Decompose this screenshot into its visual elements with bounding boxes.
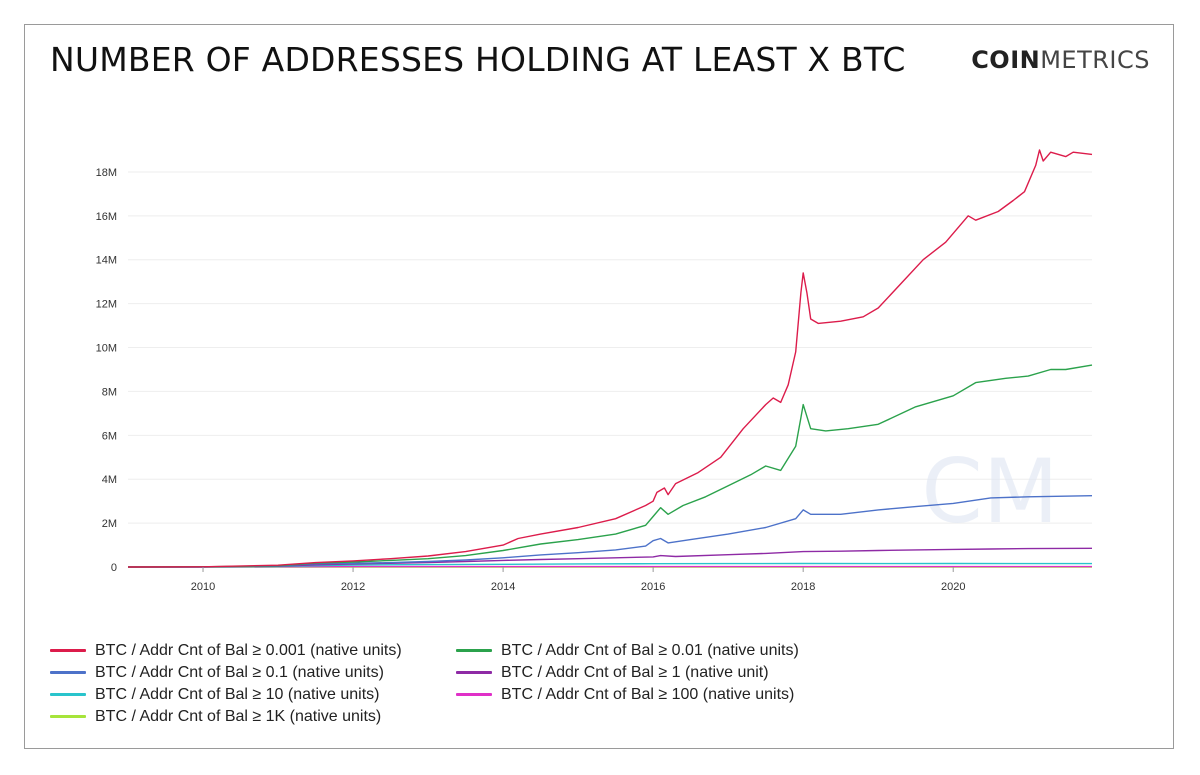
legend-swatch <box>456 671 492 675</box>
legend-item[interactable]: BTC / Addr Cnt of Bal ≥ 0.01 (native uni… <box>456 640 799 662</box>
legend-swatch <box>50 693 86 697</box>
y-tick-label: 2M <box>102 518 117 530</box>
x-axis-ticks: 2010 2012 2014 2016 2018 2020 <box>191 567 965 593</box>
legend-label: BTC / Addr Cnt of Bal ≥ 0.001 (native un… <box>95 642 402 659</box>
x-tick-label: 2016 <box>641 581 665 593</box>
legend-swatch <box>456 649 492 653</box>
x-tick-label: 2012 <box>341 581 365 593</box>
watermark-logo: CM <box>921 440 1058 543</box>
chart-title: NUMBER OF ADDRESSES HOLDING AT LEAST X B… <box>50 40 906 79</box>
y-tick-label: 14M <box>96 255 117 267</box>
legend-item[interactable]: BTC / Addr Cnt of Bal ≥ 1K (native units… <box>50 706 381 728</box>
brand-logo: COINMETRICS <box>971 46 1150 74</box>
y-tick-label: 18M <box>96 167 117 179</box>
x-tick-label: 2010 <box>191 581 215 593</box>
x-tick-label: 2014 <box>491 581 515 593</box>
series-line <box>127 495 1093 568</box>
legend-item[interactable]: BTC / Addr Cnt of Bal ≥ 0.1 (native unit… <box>50 662 384 684</box>
legend-item[interactable]: BTC / Addr Cnt of Bal ≥ 0.001 (native un… <box>50 640 402 662</box>
legend-swatch <box>456 693 492 697</box>
y-tick-label: 0 <box>111 562 117 574</box>
legend-label: BTC / Addr Cnt of Bal ≥ 1 (native unit) <box>501 664 769 681</box>
legend-label: BTC / Addr Cnt of Bal ≥ 1K (native units… <box>95 708 382 725</box>
y-tick-label: 10M <box>96 343 117 355</box>
y-tick-label: 4M <box>102 474 117 486</box>
legend-item[interactable]: BTC / Addr Cnt of Bal ≥ 1 (native unit) <box>456 662 769 684</box>
legend-label: BTC / Addr Cnt of Bal ≥ 100 (native unit… <box>501 686 795 703</box>
legend-item[interactable]: BTC / Addr Cnt of Bal ≥ 100 (native unit… <box>456 684 794 706</box>
x-tick-label: 2020 <box>941 581 965 593</box>
legend-label: BTC / Addr Cnt of Bal ≥ 10 (native units… <box>95 686 380 703</box>
y-tick-label: 8M <box>102 386 117 398</box>
legend-label: BTC / Addr Cnt of Bal ≥ 0.1 (native unit… <box>95 664 384 681</box>
y-tick-label: 6M <box>102 430 117 442</box>
legend-item[interactable]: BTC / Addr Cnt of Bal ≥ 10 (native units… <box>50 684 379 706</box>
y-axis-ticks: 0 2M 4M 6M 8M 10M 12M 14M 16M 18M <box>96 167 117 574</box>
legend-swatch <box>50 671 86 675</box>
y-tick-label: 12M <box>96 299 117 311</box>
legend-swatch <box>50 649 86 653</box>
series-line <box>127 149 1093 568</box>
x-tick-label: 2018 <box>791 581 815 593</box>
chart-frame <box>24 24 1174 749</box>
brand-logo-bold: COIN <box>971 46 1041 74</box>
y-tick-label: 16M <box>96 211 117 223</box>
series-line <box>127 364 1093 568</box>
legend-label: BTC / Addr Cnt of Bal ≥ 0.01 (native uni… <box>501 642 799 659</box>
series-lines <box>127 149 1093 568</box>
brand-logo-light: METRICS <box>1040 46 1150 74</box>
legend-swatch <box>50 715 86 719</box>
